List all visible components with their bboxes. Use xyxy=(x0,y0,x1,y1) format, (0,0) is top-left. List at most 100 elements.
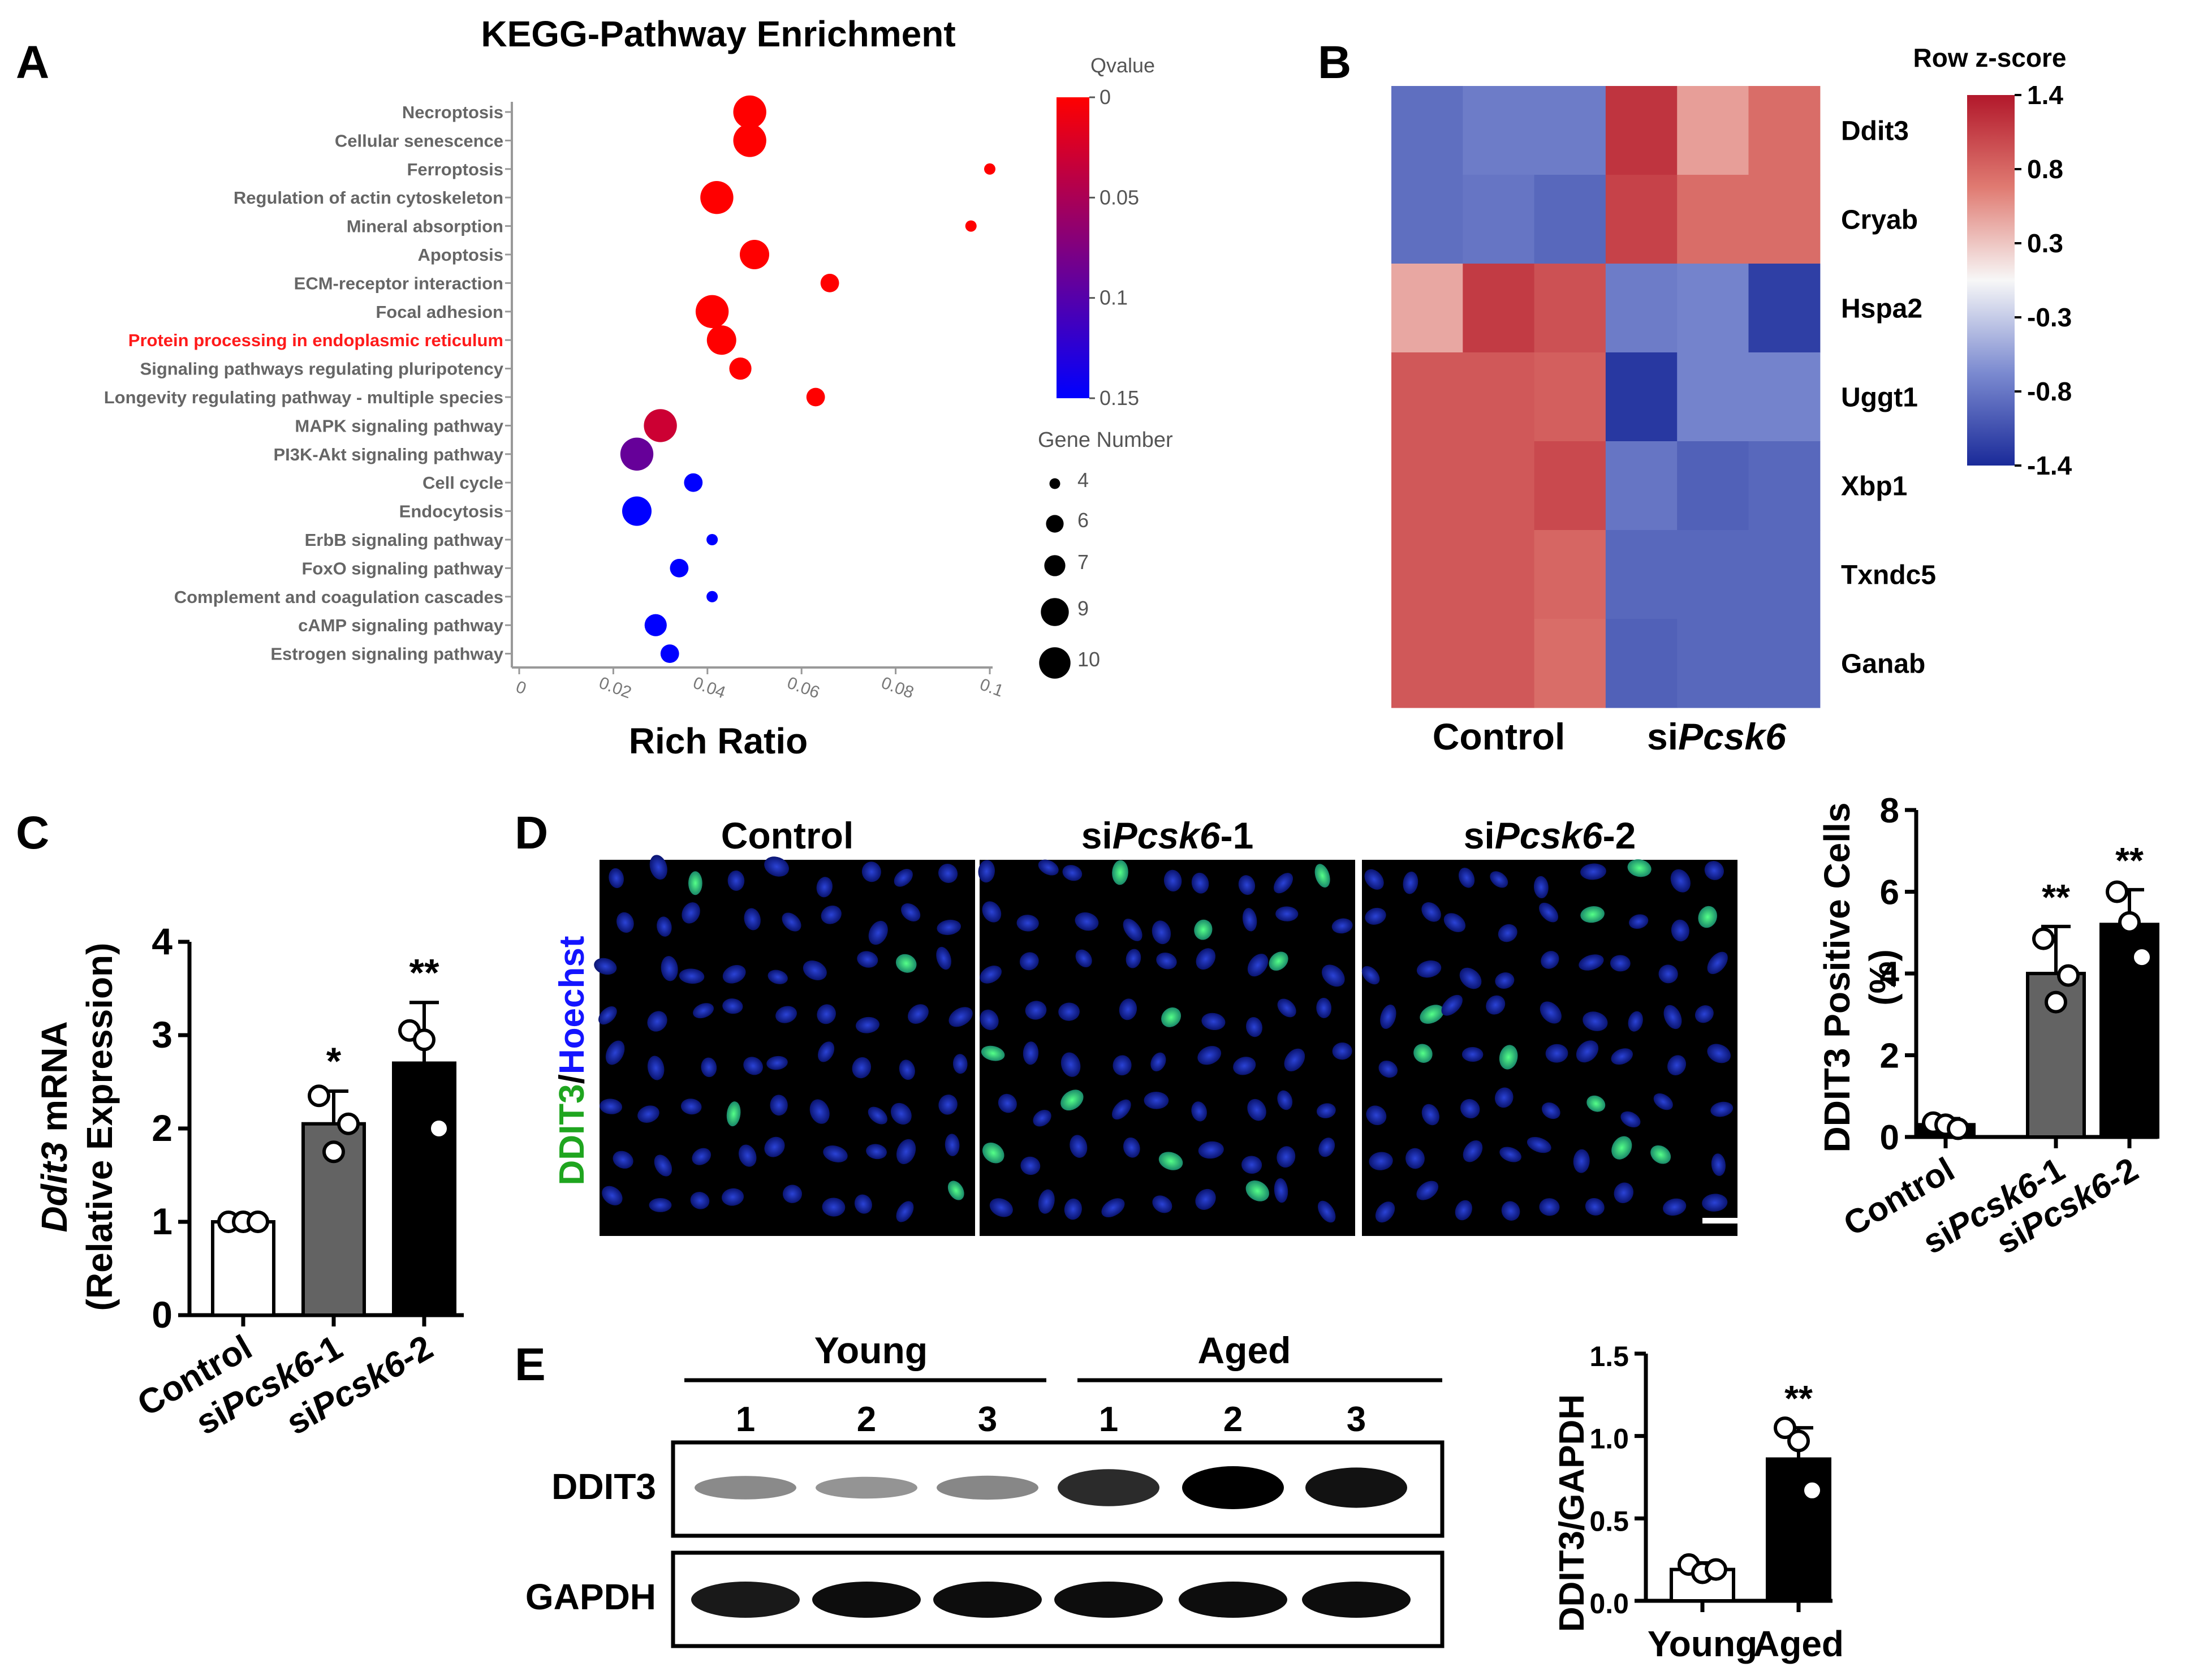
data-point xyxy=(706,325,736,355)
y-tick-label: 1.0 xyxy=(1589,1423,1629,1455)
blot-band-ddit3 xyxy=(695,1476,796,1500)
colorbar-tick-label: 0 xyxy=(1100,85,1111,109)
bar xyxy=(211,1220,275,1317)
heatmap-cell xyxy=(1677,530,1749,619)
nucleus xyxy=(890,1102,912,1125)
nucleus xyxy=(609,868,624,889)
nucleus xyxy=(1273,873,1293,894)
nucleus xyxy=(937,919,961,935)
nucleus xyxy=(1321,964,1345,987)
gene-label: Xbp1 xyxy=(1841,472,1907,502)
data-point xyxy=(670,559,689,578)
nucleus xyxy=(616,912,634,933)
nucleus xyxy=(868,1106,887,1125)
size-legend-dot xyxy=(1049,478,1060,489)
colorbar-tick-label: 1.4 xyxy=(2027,80,2063,110)
colorbar-tick-label: 0.1 xyxy=(1100,286,1128,309)
nucleus xyxy=(1667,1055,1687,1076)
image-background xyxy=(980,860,1355,1236)
nucleus xyxy=(1620,1111,1641,1128)
data-point xyxy=(622,496,652,526)
heatmap-cell xyxy=(1391,619,1463,708)
nucleus xyxy=(1583,1011,1608,1031)
nucleus xyxy=(1579,954,1604,971)
nucleus xyxy=(1707,951,1728,974)
nucleus xyxy=(782,912,801,932)
significance-star: ** xyxy=(409,951,439,994)
nucleus xyxy=(1702,1194,1728,1212)
heatmap-cell xyxy=(1605,86,1678,175)
y-tick-label: 0.5 xyxy=(1589,1505,1629,1537)
blot-band-gapdh xyxy=(1054,1582,1163,1618)
nucleus xyxy=(654,1155,672,1177)
nucleus xyxy=(901,903,921,921)
blot-group-aged: Aged xyxy=(1198,1329,1291,1371)
bar xyxy=(1766,1457,1831,1603)
nucleus xyxy=(1710,1101,1734,1117)
nucleus xyxy=(1658,964,1678,984)
gene-label: Hspa2 xyxy=(1841,294,1922,324)
panel-letter-e: E xyxy=(515,1339,546,1390)
nucleus xyxy=(1016,915,1039,932)
nucleus xyxy=(1499,1045,1518,1070)
colorbar-tick-label: 0.8 xyxy=(2027,154,2063,184)
nucleus xyxy=(1541,1102,1560,1119)
nucleus xyxy=(1070,1135,1088,1158)
data-point xyxy=(965,220,977,232)
nucleus xyxy=(817,1004,836,1024)
nucleus xyxy=(1539,1198,1560,1216)
heatmap-cell xyxy=(1605,264,1678,353)
nucleus xyxy=(1375,1201,1395,1223)
panel-letter-b: B xyxy=(1318,37,1351,88)
pathway-label: Longevity regulating pathway - multiple … xyxy=(104,387,503,407)
nucleus xyxy=(821,905,842,924)
nucleus xyxy=(1198,1141,1224,1159)
pathway-label: ECM-receptor interaction xyxy=(294,273,503,293)
x-tick-label: 0.06 xyxy=(784,674,822,703)
nucleus xyxy=(1161,1007,1182,1027)
y-tick-label: 3 xyxy=(152,1014,173,1056)
heatmap-cell xyxy=(1605,175,1678,264)
nucleus xyxy=(1441,994,1463,1016)
nucleus xyxy=(743,1057,763,1075)
nucleus xyxy=(1247,1099,1266,1121)
nucleus xyxy=(1060,1089,1084,1111)
nucleus xyxy=(1527,1136,1551,1153)
nucleus xyxy=(896,1201,914,1222)
nucleus xyxy=(1316,997,1332,1018)
nucleus xyxy=(1421,1104,1439,1126)
nucleus xyxy=(1494,1087,1514,1108)
replicate-point xyxy=(413,1028,436,1052)
nucleus xyxy=(1197,1046,1222,1065)
nucleus xyxy=(1378,1060,1398,1078)
nucleus xyxy=(857,951,878,968)
nucleus xyxy=(1277,998,1296,1018)
nucleus xyxy=(1201,1013,1226,1031)
nucleus xyxy=(1126,949,1141,968)
heatmap-cell xyxy=(1463,530,1535,619)
nucleus xyxy=(738,1144,757,1167)
nucleus xyxy=(1238,875,1256,895)
gene-label: Txndc5 xyxy=(1841,561,1936,591)
replicate-point xyxy=(1787,1429,1810,1453)
panel-b-group-control: Control xyxy=(1433,716,1566,757)
nucleus xyxy=(594,958,617,975)
heatmap-cell xyxy=(1677,86,1749,175)
data-point xyxy=(740,240,769,269)
nucleus xyxy=(809,1099,830,1124)
heatmap-cell xyxy=(1463,175,1535,264)
nucleus xyxy=(1242,908,1257,932)
nucleus xyxy=(1663,1198,1687,1216)
gene-label: Ganab xyxy=(1841,649,1925,679)
panel-a-kegg-bubble-chart: KEGG-Pathway Enrichment Necroptosis Cellu… xyxy=(104,14,1173,761)
data-point xyxy=(695,295,729,328)
nucleus xyxy=(1246,1017,1262,1037)
size-legend-label: 6 xyxy=(1077,509,1089,532)
heatmap-cell xyxy=(1677,175,1749,264)
panel-c-y-label: Ddit3 mRNA xyxy=(34,1021,75,1232)
size-legend-dot xyxy=(1046,515,1064,533)
heatmap-cell xyxy=(1534,86,1606,175)
nucleus xyxy=(1610,955,1631,972)
pathway-label: MAPK signaling pathway xyxy=(295,416,503,436)
replicate-point xyxy=(1801,1479,1823,1502)
